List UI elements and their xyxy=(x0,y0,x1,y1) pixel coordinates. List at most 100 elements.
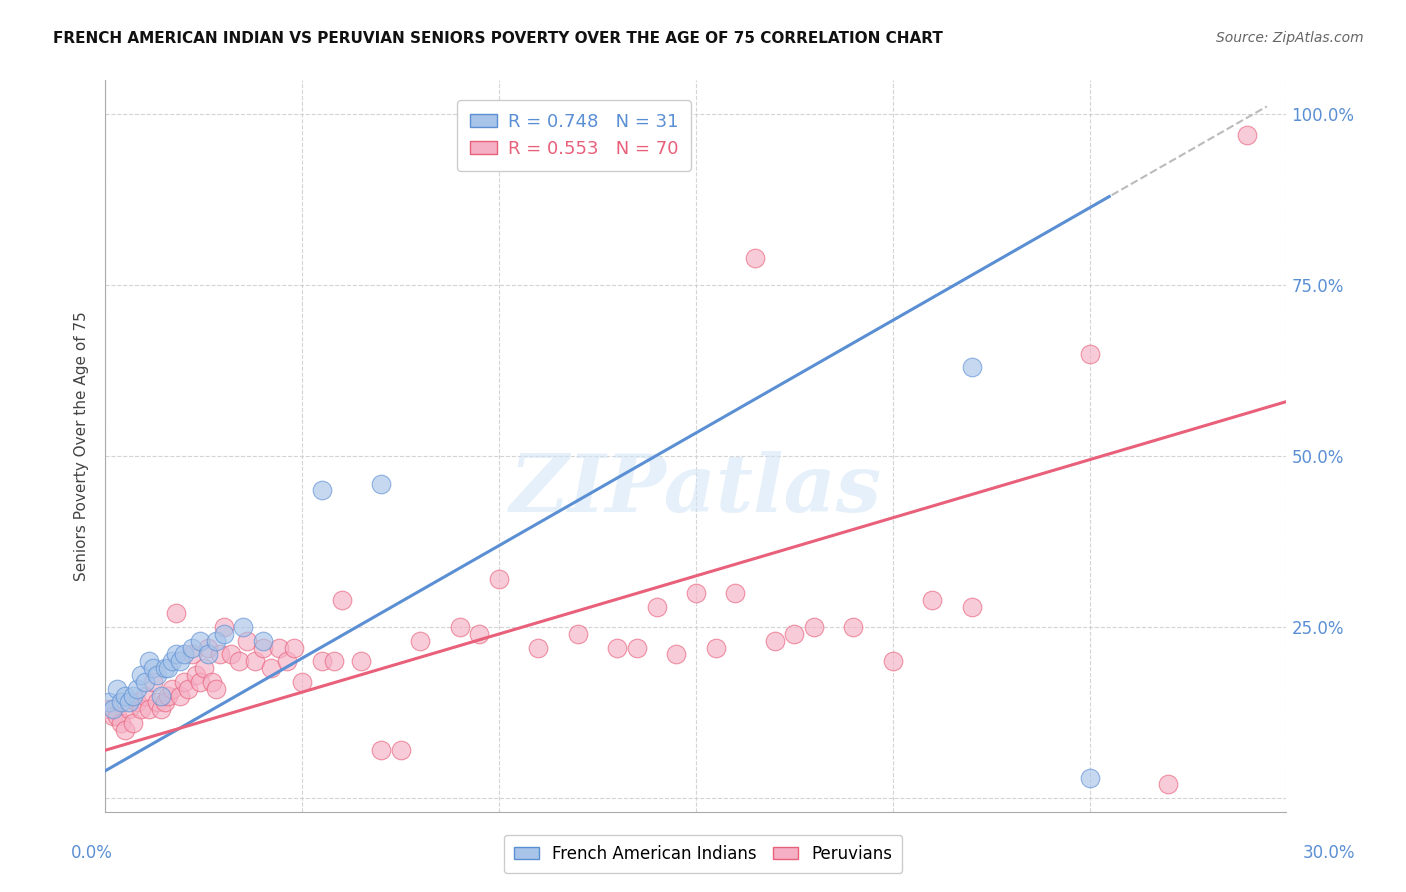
Legend: R = 0.748   N = 31, R = 0.553   N = 70: R = 0.748 N = 31, R = 0.553 N = 70 xyxy=(457,100,690,170)
Point xyxy=(842,620,865,634)
Point xyxy=(197,648,219,662)
Point xyxy=(188,674,211,689)
Point xyxy=(921,592,943,607)
Point xyxy=(567,627,589,641)
Point xyxy=(188,633,211,648)
Point xyxy=(370,743,392,757)
Point xyxy=(685,586,707,600)
Point xyxy=(212,620,235,634)
Point xyxy=(103,709,125,723)
Point xyxy=(803,620,825,634)
Point xyxy=(389,743,412,757)
Point xyxy=(105,681,128,696)
Point xyxy=(882,654,904,668)
Point xyxy=(645,599,668,614)
Point xyxy=(468,627,491,641)
Point xyxy=(370,476,392,491)
Point xyxy=(311,483,333,498)
Point xyxy=(184,668,207,682)
Point xyxy=(252,633,274,648)
Point xyxy=(142,674,165,689)
Point xyxy=(267,640,290,655)
Point xyxy=(212,627,235,641)
Point xyxy=(228,654,250,668)
Point xyxy=(197,640,219,655)
Point xyxy=(665,648,688,662)
Point xyxy=(260,661,283,675)
Point xyxy=(177,681,200,696)
Point xyxy=(157,661,180,675)
Point xyxy=(110,715,132,730)
Point xyxy=(193,661,215,675)
Point xyxy=(208,648,231,662)
Text: FRENCH AMERICAN INDIAN VS PERUVIAN SENIORS POVERTY OVER THE AGE OF 75 CORRELATIO: FRENCH AMERICAN INDIAN VS PERUVIAN SENIO… xyxy=(53,31,943,46)
Point xyxy=(724,586,747,600)
Point xyxy=(311,654,333,668)
Point xyxy=(114,689,136,703)
Point xyxy=(153,695,176,709)
Point xyxy=(409,633,432,648)
Point xyxy=(129,702,152,716)
Point xyxy=(142,661,165,675)
Point xyxy=(236,633,259,648)
Point xyxy=(221,648,243,662)
Point xyxy=(157,689,180,703)
Point xyxy=(322,654,344,668)
Y-axis label: Seniors Poverty Over the Age of 75: Seniors Poverty Over the Age of 75 xyxy=(75,311,90,581)
Point xyxy=(204,633,226,648)
Point xyxy=(276,654,298,668)
Point xyxy=(173,674,195,689)
Point xyxy=(162,681,184,696)
Point xyxy=(232,620,254,634)
Point xyxy=(165,648,187,662)
Point xyxy=(204,681,226,696)
Point xyxy=(138,654,160,668)
Point xyxy=(118,695,141,709)
Point xyxy=(134,674,156,689)
Point xyxy=(527,640,550,655)
Point xyxy=(165,607,187,621)
Point xyxy=(252,640,274,655)
Point xyxy=(118,702,141,716)
Legend: French American Indians, Peruvians: French American Indians, Peruvians xyxy=(503,835,903,873)
Point xyxy=(162,654,184,668)
Point xyxy=(145,668,167,682)
Point xyxy=(960,360,983,375)
Point xyxy=(243,654,266,668)
Point xyxy=(149,702,172,716)
Point xyxy=(169,689,191,703)
Point xyxy=(98,702,121,716)
Text: Source: ZipAtlas.com: Source: ZipAtlas.com xyxy=(1216,31,1364,45)
Point xyxy=(350,654,373,668)
Point xyxy=(125,681,148,696)
Point xyxy=(169,654,191,668)
Text: ZIPatlas: ZIPatlas xyxy=(510,451,882,529)
Point xyxy=(704,640,727,655)
Point xyxy=(606,640,628,655)
Point xyxy=(181,648,204,662)
Point xyxy=(1236,128,1258,142)
Point xyxy=(153,661,176,675)
Point xyxy=(1157,777,1180,791)
Point xyxy=(98,695,121,709)
Point xyxy=(283,640,305,655)
Text: 0.0%: 0.0% xyxy=(70,844,112,862)
Point xyxy=(330,592,353,607)
Point xyxy=(763,633,786,648)
Point xyxy=(114,723,136,737)
Point xyxy=(173,648,195,662)
Point xyxy=(626,640,648,655)
Point xyxy=(1078,347,1101,361)
Point xyxy=(181,640,204,655)
Point xyxy=(138,702,160,716)
Point xyxy=(129,668,152,682)
Text: 30.0%: 30.0% xyxy=(1302,844,1355,862)
Point xyxy=(122,689,145,703)
Point xyxy=(488,572,510,586)
Point xyxy=(201,674,224,689)
Point xyxy=(783,627,806,641)
Point xyxy=(122,715,145,730)
Point xyxy=(291,674,314,689)
Point xyxy=(110,695,132,709)
Point xyxy=(1078,771,1101,785)
